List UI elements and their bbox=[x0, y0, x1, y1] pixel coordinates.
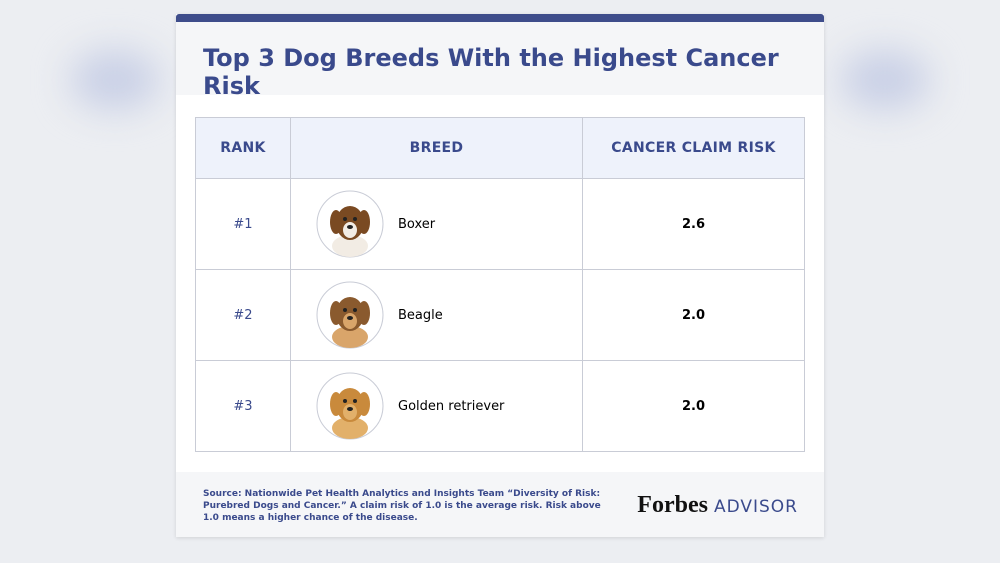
table-row: #1 Boxer 2.6 bbox=[195, 178, 805, 270]
dog-photo bbox=[316, 281, 384, 349]
risk-cell: 2.0 bbox=[582, 269, 805, 361]
header: Top 3 Dog Breeds With the Highest Cancer… bbox=[176, 22, 824, 100]
risk-cell: 2.6 bbox=[582, 178, 805, 270]
logo-forbes: Forbes bbox=[637, 492, 708, 518]
title: Top 3 Dog Breeds With the Highest Cancer… bbox=[203, 44, 779, 100]
table-row: #2 Beagle 2.0 bbox=[195, 269, 805, 361]
breed-table: RANK BREED CANCER CLAIM RISK #1 Boxer 2.6 #2 B… bbox=[195, 117, 805, 452]
source-note: Source: Nationwide Pet Health Analytics … bbox=[203, 489, 601, 523]
column-header: RANK bbox=[195, 117, 291, 179]
breed-cell: Boxer bbox=[290, 178, 583, 270]
rank-cell: #1 bbox=[195, 178, 291, 270]
breed-name: Beagle bbox=[398, 307, 443, 323]
background-blur bbox=[70, 50, 160, 110]
table-body: #1 Boxer 2.6 #2 Beagle 2.0 #3 Golden retriever 2… bbox=[195, 178, 805, 452]
rank-cell: #2 bbox=[195, 269, 291, 361]
breed-cell: Golden retriever bbox=[290, 360, 583, 452]
header-row: RANK BREED CANCER CLAIM RISK bbox=[195, 117, 805, 179]
logo: Forbes ADVISOR bbox=[637, 492, 798, 519]
dog-photo bbox=[316, 190, 384, 258]
column-header: BREED bbox=[290, 117, 583, 179]
table-row: #3 Golden retriever 2.0 bbox=[195, 360, 805, 452]
infographic-card: Top 3 Dog Breeds With the Highest Cancer… bbox=[176, 14, 824, 537]
breed-name: Golden retriever bbox=[398, 398, 505, 414]
breed-name: Boxer bbox=[398, 216, 436, 232]
logo-advisor: ADVISOR bbox=[713, 497, 798, 517]
footer: Source: Nationwide Pet Health Analytics … bbox=[176, 472, 824, 537]
risk-cell: 2.0 bbox=[582, 360, 805, 452]
top-bar bbox=[176, 14, 824, 22]
column-header: CANCER CLAIM RISK bbox=[582, 117, 805, 179]
breed-cell: Beagle bbox=[290, 269, 583, 361]
rank-cell: #3 bbox=[195, 360, 291, 452]
dog-photo bbox=[316, 372, 384, 440]
background-blur bbox=[840, 50, 930, 110]
